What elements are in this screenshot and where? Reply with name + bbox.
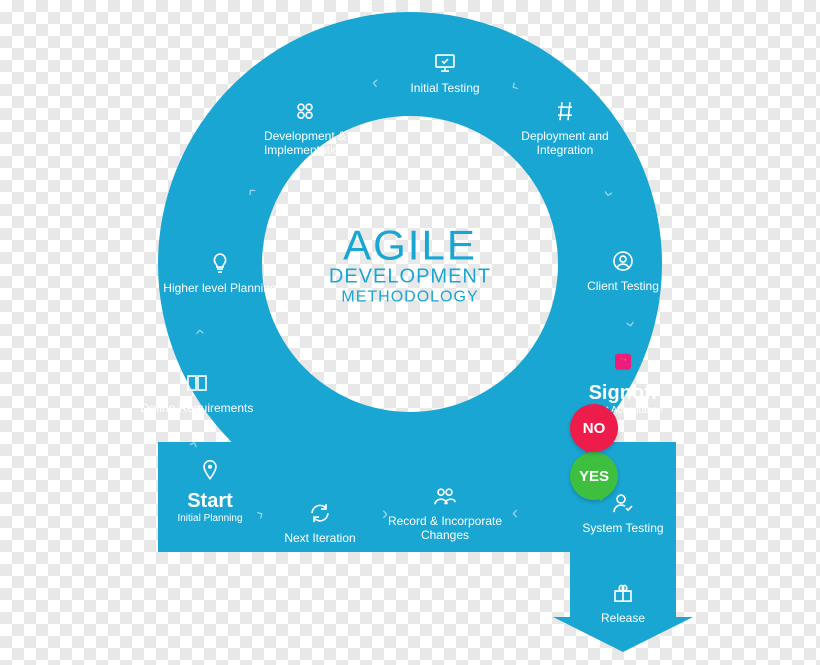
clover-icon (245, 96, 365, 126)
step-start: StartInitial Planning (150, 456, 270, 525)
usercircle-icon (563, 246, 683, 276)
step-label: Deployment and Integration (505, 130, 625, 158)
step-define: Define Requirements (137, 368, 257, 416)
step-label: Release (563, 612, 683, 626)
step-label: Development & Implementation (245, 130, 365, 158)
center-title: AGILE DEVELOPMENT METHODOLOGY (280, 222, 540, 307)
step-deploy: Deployment and Integration (505, 96, 625, 158)
step-label: System Testing (563, 522, 683, 536)
step-devimpl: Development & Implementation (245, 96, 365, 158)
step-label: Client Testing (563, 280, 683, 294)
question-icon: ? (563, 348, 683, 378)
step-sublabel: Initial Planning (150, 513, 270, 525)
bulb-icon (160, 248, 280, 278)
users-icon (385, 481, 505, 511)
step-label: Initial Testing (385, 82, 505, 96)
yes-balloon: YES (570, 452, 618, 500)
step-next: Next Iteration (260, 498, 380, 546)
cycle-icon (260, 498, 380, 528)
svg-text:?: ? (619, 354, 628, 370)
step-release: Release (563, 578, 683, 626)
step-label: Start (150, 490, 270, 513)
diagram-stage: AGILE DEVELOPMENT METHODOLOGY StartIniti… (115, 12, 705, 652)
flow-chevron: › (512, 504, 518, 525)
decision-balloons: NO YES (570, 404, 660, 500)
step-record: Record & Incorporate Changes (385, 481, 505, 543)
step-label: Define Requirements (137, 402, 257, 416)
step-label: Signoff (563, 382, 683, 405)
flow-chevron: › (382, 504, 388, 525)
step-initest: Initial Testing (385, 48, 505, 96)
title-line3: METHODOLOGY (280, 289, 540, 307)
step-label: Record & Incorporate Changes (385, 515, 505, 543)
book-icon (137, 368, 257, 398)
step-clienttest: Client Testing (563, 246, 683, 294)
step-label: Higher level Planning (160, 282, 280, 296)
title-line2: DEVELOPMENT (280, 266, 540, 289)
gift-icon (563, 578, 683, 608)
monitor-icon (385, 48, 505, 78)
step-higher: Higher level Planning (160, 248, 280, 296)
step-label: Next Iteration (260, 532, 380, 546)
hash-icon (505, 96, 625, 126)
pin-icon (150, 456, 270, 486)
title-line1: AGILE (280, 222, 540, 270)
no-balloon: NO (570, 404, 618, 452)
